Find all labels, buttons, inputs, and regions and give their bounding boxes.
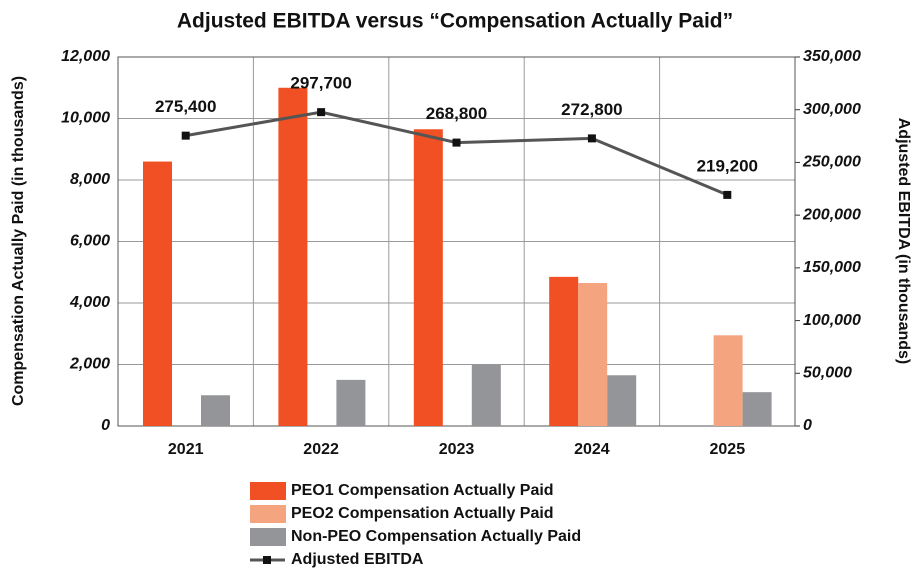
- line: [185, 110, 728, 197]
- data-label: 268,800: [426, 104, 487, 123]
- y2-tick-label: 0: [803, 417, 812, 434]
- x-tick-label: 2023: [439, 441, 475, 458]
- y2-tick-label: 150,000: [803, 259, 861, 276]
- bar: [143, 161, 172, 427]
- marker: [723, 190, 732, 199]
- bar: [549, 276, 579, 426]
- bar: [278, 87, 308, 426]
- plot-frame: [117, 56, 796, 427]
- legend-swatch: [250, 505, 286, 523]
- legend-marker: [263, 556, 271, 564]
- y2-tick-label: 250,000: [802, 154, 861, 171]
- marker: [181, 131, 190, 140]
- chart-title: Adjusted EBITDA versus “Compensation Act…: [177, 10, 733, 33]
- legend-swatch: [250, 482, 286, 500]
- data-label: 275,400: [155, 97, 216, 116]
- x-tick-label: 2022: [303, 441, 339, 458]
- y-tick-label: 4,000: [69, 294, 110, 311]
- bar: [336, 379, 366, 426]
- bar: [578, 283, 608, 426]
- data-label: 219,200: [697, 156, 758, 175]
- legend-label: PEO2 Compensation Actually Paid: [291, 505, 554, 522]
- y2-tick-label: 50,000: [803, 365, 852, 382]
- legend-label: PEO1 Compensation Actually Paid: [291, 482, 554, 499]
- y-tick-label: 10,000: [61, 110, 110, 127]
- legend-swatch: [250, 528, 286, 546]
- x-tick-label: 2024: [574, 441, 610, 458]
- bar: [713, 335, 743, 426]
- bar: [201, 395, 230, 426]
- bar: [742, 392, 772, 426]
- y-tick-label: 6,000: [70, 233, 110, 250]
- bar: [471, 364, 501, 426]
- y-axis-title: Compensation Actually Paid (in thousands…: [10, 76, 27, 406]
- legend-label: Adjusted EBITDA: [291, 551, 424, 568]
- y2-tick-label: 200,000: [802, 206, 861, 223]
- y2-tick-label: 350,000: [803, 48, 861, 65]
- y-tick-label: 0: [101, 417, 110, 434]
- y-tick-label: 2,000: [69, 356, 110, 373]
- x-tick-label: 2025: [710, 441, 746, 458]
- data-label: 297,700: [290, 74, 351, 93]
- marker: [317, 108, 326, 117]
- y-tick-label: 12,000: [61, 48, 110, 65]
- data-label: 272,800: [561, 100, 622, 119]
- bar: [413, 129, 443, 426]
- legend-label: Non-PEO Compensation Actually Paid: [291, 528, 581, 545]
- x-tick-label: 2021: [168, 441, 204, 458]
- y-tick-label: 8,000: [70, 171, 110, 188]
- marker: [587, 134, 596, 143]
- y2-tick-label: 300,000: [803, 101, 861, 118]
- y2-axis-title: Adjusted EBITDA (in thousands): [895, 118, 912, 365]
- bar: [607, 375, 637, 426]
- y2-tick-label: 100,000: [803, 312, 861, 329]
- marker: [452, 138, 461, 147]
